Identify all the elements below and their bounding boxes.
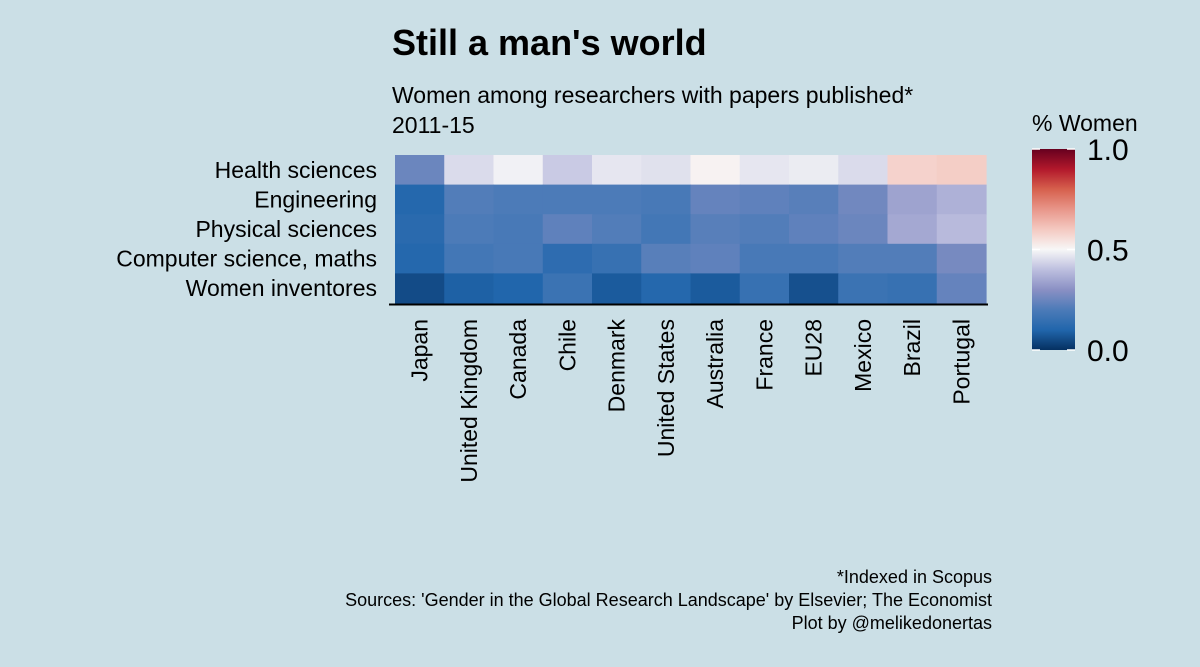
heatmap-cell — [690, 155, 741, 186]
x-tick-label: Mexico — [850, 319, 876, 392]
color-legend: % Women 0.0 0.5 1.0 — [1032, 110, 1138, 368]
x-tick-label: Brazil — [899, 319, 925, 377]
chart-subtitle: Women among researchers with papers publ… — [392, 80, 913, 140]
heatmap-cell — [739, 214, 790, 245]
heatmap-cell — [542, 184, 593, 215]
caption-credit: Plot by @melikedonertas — [791, 613, 992, 633]
heatmap-cell — [789, 273, 839, 304]
x-tick-label: Chile — [554, 319, 580, 371]
heatmap-cell — [395, 214, 445, 245]
heatmap-cell — [592, 184, 642, 215]
y-axis-labels: Health sciences Engineering Physical scien… — [116, 157, 377, 301]
y-tick-label: Engineering — [254, 186, 377, 212]
heatmap-cell — [739, 184, 790, 215]
heatmap-cell — [444, 184, 495, 215]
heatmap-cell — [493, 243, 544, 274]
heatmap-cell — [592, 155, 642, 186]
x-tick-label: Japan — [407, 319, 433, 382]
legend-ticks: 0.0 0.5 1.0 — [1032, 134, 1129, 368]
x-axis-labels: Japan United Kingdom Canada Chile Denmark Uni… — [407, 319, 975, 483]
heatmap-cell — [936, 155, 987, 186]
heatmap-cell — [838, 184, 889, 215]
chart-title: Still a man's world — [392, 22, 707, 63]
chart-caption: *Indexed in Scopus Sources: 'Gender in t… — [345, 566, 992, 635]
heatmap-cell — [739, 243, 790, 274]
heatmap-cell — [887, 243, 938, 274]
x-tick-label: Denmark — [604, 319, 630, 413]
heatmap-cell — [444, 214, 495, 245]
y-tick-label: Health sciences — [215, 157, 377, 183]
heatmap-cell — [838, 214, 889, 245]
heatmap-cell — [838, 155, 889, 186]
heatmap-cell — [690, 184, 741, 215]
heatmap-cell — [641, 214, 692, 245]
x-tick-label: United States — [653, 319, 679, 457]
heatmap-cell — [493, 214, 544, 245]
y-tick-label: Physical sciences — [195, 216, 377, 242]
heatmap-cell — [493, 184, 544, 215]
heatmap-cell — [887, 155, 938, 186]
heatmap-cell — [887, 214, 938, 245]
heatmap-cell — [444, 243, 495, 274]
heatmap-cell — [789, 184, 839, 215]
heatmap-cell — [690, 273, 741, 304]
x-tick-label: United Kingdom — [456, 319, 482, 483]
caption-sources: Sources: 'Gender in the Global Research … — [345, 590, 992, 610]
y-tick-label: Computer science, maths — [116, 246, 377, 272]
heatmap-cell — [493, 155, 544, 186]
heatmap-cell — [936, 184, 987, 215]
heatmap-cell — [789, 155, 839, 186]
heatmap-cells — [395, 155, 987, 304]
heatmap-cell — [789, 243, 839, 274]
heatmap-cell — [542, 243, 593, 274]
heatmap-cell — [395, 184, 445, 215]
x-tick-label: Canada — [505, 319, 531, 400]
heatmap-cell — [444, 155, 495, 186]
legend-title: % Women — [1032, 110, 1138, 136]
heatmap-cell — [395, 155, 445, 186]
heatmap-cell — [542, 214, 593, 245]
heatmap-cell — [592, 214, 642, 245]
heatmap-cell — [592, 243, 642, 274]
subtitle-line-2: 2011-15 — [392, 112, 475, 138]
legend-tick-label: 0.0 — [1087, 335, 1129, 368]
heatmap-cell — [395, 243, 445, 274]
caption-note: *Indexed in Scopus — [836, 567, 992, 587]
heatmap-cell — [641, 155, 692, 186]
heatmap-cell — [739, 273, 790, 304]
heatmap-cell — [444, 273, 495, 304]
heatmap-cell — [542, 155, 593, 186]
y-tick-label: Women inventores — [186, 275, 377, 301]
heatmap-cell — [542, 273, 593, 304]
heatmap-cell — [936, 243, 987, 274]
legend-tick-label: 0.5 — [1087, 235, 1129, 268]
heatmap-cell — [739, 155, 790, 186]
heatmap-cell — [641, 184, 692, 215]
heatmap-cell — [936, 273, 987, 304]
heatmap-cell — [395, 273, 445, 304]
heatmap-cell — [493, 273, 544, 304]
heatmap-cell — [789, 214, 839, 245]
legend-tick-label: 1.0 — [1087, 134, 1129, 167]
x-tick-label: Portugal — [948, 319, 974, 405]
heatmap-cell — [592, 273, 642, 304]
heatmap-cell — [690, 243, 741, 274]
heatmap-cell — [936, 214, 987, 245]
heatmap-cell — [887, 184, 938, 215]
heatmap-cell — [838, 273, 889, 304]
heatmap-cell — [641, 273, 692, 304]
x-tick-label: EU28 — [801, 319, 827, 377]
x-tick-label: France — [751, 319, 777, 391]
heatmap-cell — [641, 243, 692, 274]
subtitle-line-1: Women among researchers with papers publ… — [392, 82, 914, 108]
heatmap-cell — [838, 243, 889, 274]
heatmap-cell — [887, 273, 938, 304]
heatmap-cell — [690, 214, 741, 245]
x-tick-label: Australia — [702, 319, 728, 409]
